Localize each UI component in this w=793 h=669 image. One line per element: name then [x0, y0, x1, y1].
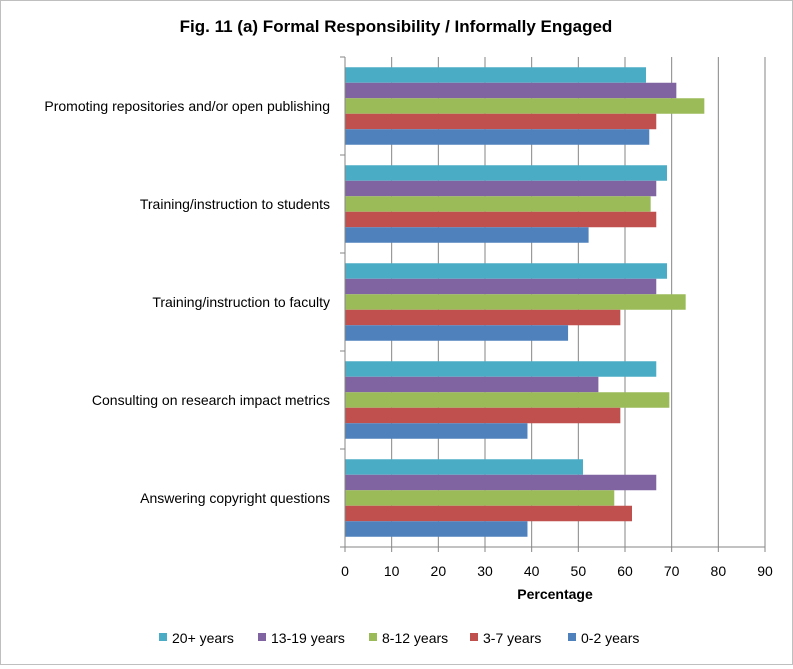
bar-8-12-years: [345, 196, 651, 212]
bar-13-19-years: [345, 278, 657, 295]
legend-swatch: [159, 633, 167, 641]
x-tick-label: 40: [524, 563, 540, 579]
x-tick-label: 0: [341, 563, 349, 579]
bar-3-7-years: [345, 309, 621, 326]
legend-label: 20+ years: [172, 630, 234, 646]
bar-0-2-years: [345, 325, 569, 341]
axes: [340, 56, 766, 552]
legend: 20+ years 13-19 years 8-12 years 3-7 years 0…: [159, 630, 639, 646]
bar-3-7-years: [345, 211, 657, 228]
tick-labels: 0 10 20 30 40 50 60 70 80 90: [341, 563, 773, 579]
bar-0-2-years: [345, 129, 650, 145]
bars: [345, 67, 705, 537]
bar-8-12-years: [345, 98, 705, 114]
bar-13-19-years: [345, 82, 677, 99]
x-tick-label: 90: [757, 563, 773, 579]
legend-label: 8-12 years: [382, 630, 448, 646]
x-tick-label: 80: [711, 563, 727, 579]
legend-swatch: [568, 633, 576, 641]
bar-20-years: [345, 459, 583, 475]
category-label: Promoting repositories and/or open publi…: [44, 98, 330, 114]
bar-0-2-years: [345, 227, 589, 243]
legend-swatch: [369, 633, 377, 641]
bar-13-19-years: [345, 376, 599, 393]
category-label: Training/instruction to faculty: [152, 294, 330, 310]
bar-20-years: [345, 263, 667, 279]
bar-0-2-years: [345, 423, 528, 439]
bar-20-years: [345, 361, 657, 377]
bar-8-12-years: [345, 392, 670, 408]
x-tick-label: 70: [664, 563, 680, 579]
bar-13-19-years: [345, 180, 657, 197]
bar-3-7-years: [345, 407, 621, 424]
bar-13-19-years: [345, 474, 657, 491]
bar-3-7-years: [345, 113, 657, 130]
legend-swatch: [470, 633, 478, 641]
bar-8-12-years: [345, 490, 615, 506]
legend-label: 13-19 years: [271, 630, 345, 646]
x-tick-label: 20: [431, 563, 447, 579]
bar-3-7-years: [345, 505, 632, 522]
x-tick-label: 50: [571, 563, 587, 579]
category-labels: Promoting repositories and/or open publi…: [44, 98, 330, 506]
chart-title: Fig. 11 (a) Formal Responsibility / Info…: [180, 17, 613, 36]
category-label: Consulting on research impact metrics: [92, 392, 330, 408]
x-tick-label: 60: [617, 563, 633, 579]
bar-8-12-years: [345, 294, 686, 310]
x-axis-title: Percentage: [517, 586, 593, 602]
category-label: Answering copyright questions: [140, 490, 330, 506]
legend-label: 0-2 years: [581, 630, 639, 646]
legend-label: 3-7 years: [483, 630, 541, 646]
bar-0-2-years: [345, 521, 528, 537]
x-tick-label: 30: [477, 563, 493, 579]
category-label: Training/instruction to students: [140, 196, 330, 212]
legend-swatch: [258, 633, 266, 641]
bar-20-years: [345, 165, 667, 181]
x-tick-label: 10: [384, 563, 400, 579]
bar-20-years: [345, 67, 646, 83]
